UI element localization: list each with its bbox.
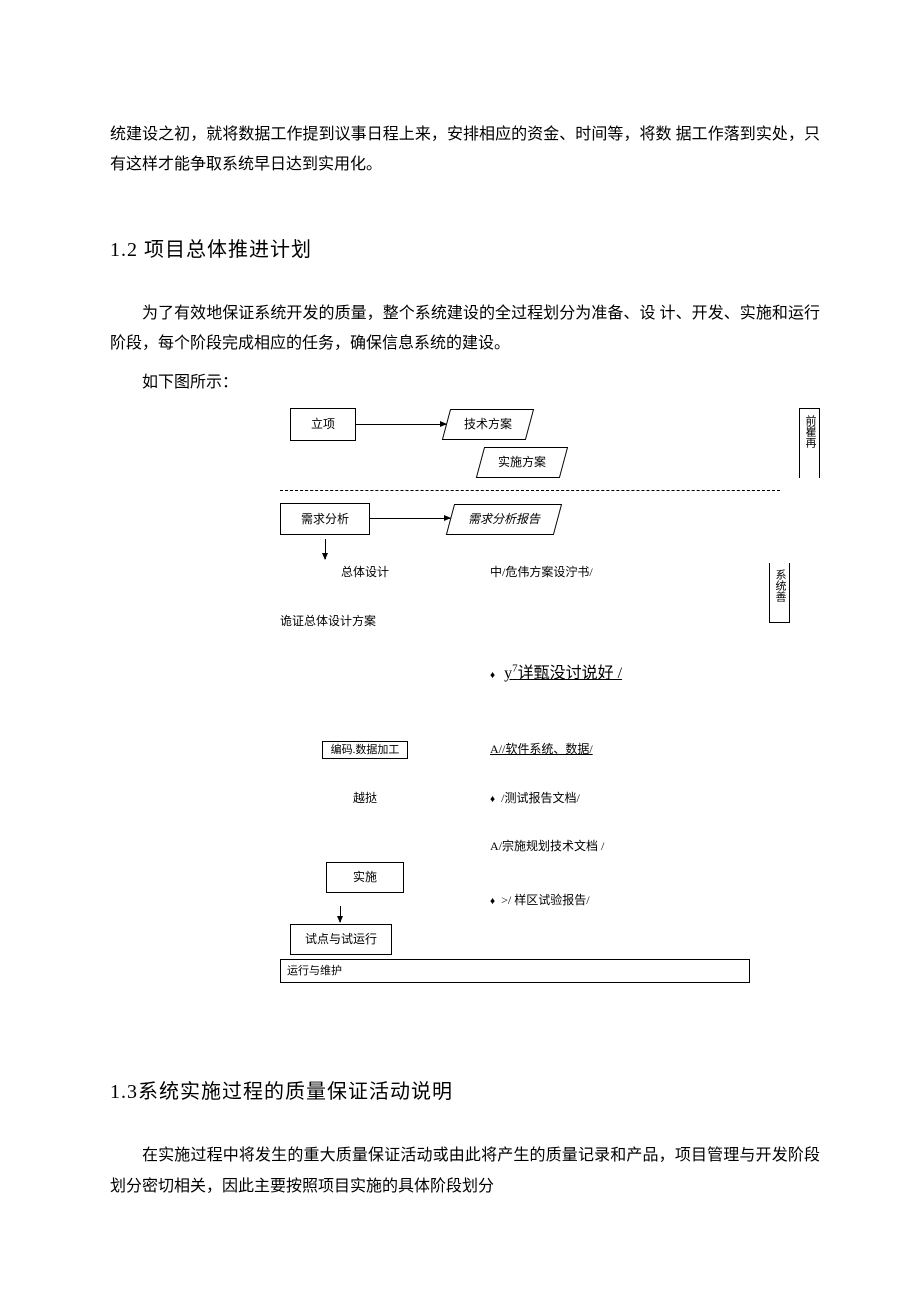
intro-paragraph: 统建设之初，就将数据工作提到议事日程上来，安排相应的资金、时间等，将数 据工作落… [110, 120, 820, 181]
box-yunxing: 运行与维护 [280, 959, 750, 984]
y7-label: 详甄没讨说好 / [518, 665, 622, 682]
text-zhongwei: 中/危伟方案设泞书/ [490, 561, 593, 584]
text-yangqu: >/ 样区试验报告/ [490, 889, 590, 912]
flowchart-diagram: 前瞿再 系统善 立项 技术方案 实施方案 需求分析 需求分析报告 总体设计 中/… [280, 408, 780, 983]
vert-label-qianzhan: 前瞿再 [799, 408, 820, 478]
arrow-right-icon [370, 518, 450, 519]
text-zongti: 总体设计 [280, 561, 450, 584]
arrow-right-icon [356, 424, 446, 425]
section-1-2-para2: 如下图所示： [110, 368, 820, 398]
section-1-2-para1: 为了有效地保证系统开发的质量，整个系统建设的全过程划分为准备、设 计、开发、实施… [110, 299, 820, 360]
arrow-down-icon [325, 539, 326, 559]
text-ceshi: /测试报告文档/ [490, 787, 580, 810]
box-bianma: 编码.数据加工 [322, 741, 409, 759]
box-lixiang: 立项 [290, 408, 356, 441]
box-xuqiu: 需求分析 [280, 503, 370, 536]
text-y7: y7详甄没讨说好 / [490, 659, 622, 690]
section-1-3-para1: 在实施过程中将发生的重大质量保证活动或由此将产生的质量记录和产品，项目管理与开发… [110, 1141, 820, 1202]
text-yuezhi: 越挞 [280, 787, 450, 810]
arrow-down-icon [340, 906, 341, 922]
text-ruanjian: A//软件系统、数据/ [490, 738, 593, 761]
box-shishi: 实施 [326, 862, 404, 893]
section-1-3-heading: 1.3系统实施过程的质量保证活动说明 [110, 1073, 820, 1111]
text-zongshi: A/宗施规划技术文档 / [490, 835, 604, 858]
dashed-divider [280, 490, 780, 491]
box-shidian: 试点与试运行 [290, 924, 392, 955]
para-shishi-fangan: 实施方案 [480, 447, 564, 478]
para-jishu: 技术方案 [446, 409, 530, 440]
vert-label-xitongshan: 系统善 [769, 563, 790, 623]
section-1-2-heading: 1.2 项目总体推进计划 [110, 231, 820, 269]
text-guizheng: 诡证总体设计方案 [280, 610, 450, 633]
para-xuqiu-baogao: 需求分析报告 [450, 504, 558, 535]
